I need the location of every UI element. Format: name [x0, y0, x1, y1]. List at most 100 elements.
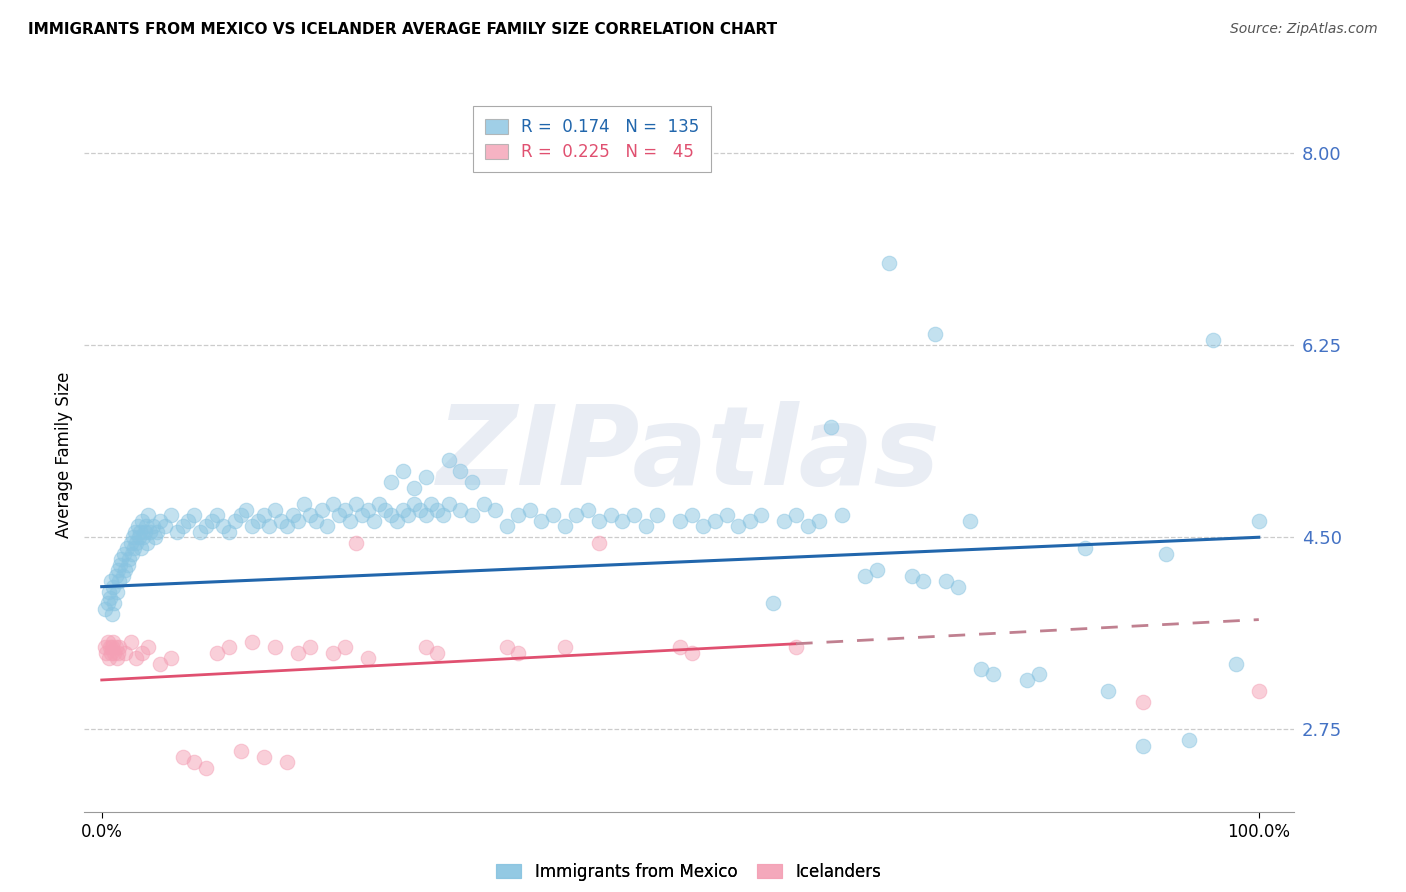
Point — [108, 640, 131, 654]
Point — [122, 541, 145, 556]
Point — [287, 646, 309, 660]
Point — [669, 640, 692, 654]
Point — [276, 519, 298, 533]
Point — [94, 640, 117, 654]
Point — [1132, 739, 1154, 753]
Point — [160, 651, 183, 665]
Point — [495, 640, 517, 654]
Point — [311, 503, 333, 517]
Point — [808, 514, 831, 528]
Point — [135, 519, 157, 533]
Point — [716, 508, 738, 523]
Point — [437, 453, 460, 467]
Point — [981, 667, 1004, 681]
Point — [148, 514, 170, 528]
Point — [612, 514, 634, 528]
Point — [292, 497, 315, 511]
Point — [1017, 673, 1039, 687]
Point — [554, 519, 576, 533]
Point — [357, 503, 380, 517]
Point — [565, 508, 588, 523]
Text: Source: ZipAtlas.com: Source: ZipAtlas.com — [1230, 22, 1378, 37]
Point — [352, 508, 374, 523]
Point — [128, 530, 150, 544]
Point — [432, 508, 454, 523]
Point — [240, 519, 263, 533]
Point — [101, 640, 124, 654]
Point — [368, 497, 391, 511]
Point — [333, 640, 356, 654]
Point — [380, 475, 402, 490]
Point — [104, 640, 127, 654]
Point — [1201, 333, 1223, 347]
Point — [420, 497, 443, 511]
Point — [132, 530, 155, 544]
Point — [785, 508, 807, 523]
Point — [415, 508, 437, 523]
Point — [98, 640, 121, 654]
Point — [111, 568, 134, 582]
Point — [820, 420, 842, 434]
Point — [143, 530, 166, 544]
Point — [114, 646, 136, 660]
Point — [125, 651, 148, 665]
Point — [110, 552, 132, 566]
Point — [738, 514, 761, 528]
Point — [924, 327, 946, 342]
Point — [218, 524, 240, 539]
Point — [796, 519, 818, 533]
Point — [148, 657, 170, 671]
Point — [461, 508, 484, 523]
Point — [935, 574, 957, 589]
Text: ZIPatlas: ZIPatlas — [437, 401, 941, 508]
Point — [96, 596, 118, 610]
Point — [98, 591, 121, 605]
Point — [599, 508, 621, 523]
Point — [669, 514, 692, 528]
Point — [103, 580, 125, 594]
Point — [97, 651, 120, 665]
Point — [588, 535, 610, 549]
Point — [946, 580, 969, 594]
Point — [101, 607, 124, 621]
Point — [139, 524, 162, 539]
Point — [105, 585, 128, 599]
Point — [1074, 541, 1097, 556]
Point — [160, 508, 183, 523]
Point — [259, 519, 281, 533]
Point — [129, 524, 152, 539]
Point — [576, 503, 599, 517]
Point — [1247, 684, 1270, 698]
Point — [94, 601, 117, 615]
Point — [877, 256, 900, 270]
Point — [224, 514, 246, 528]
Point — [120, 634, 142, 648]
Point — [235, 503, 257, 517]
Point — [385, 514, 408, 528]
Point — [104, 568, 127, 582]
Point — [110, 558, 132, 572]
Point — [142, 519, 165, 533]
Point — [333, 503, 356, 517]
Point — [253, 749, 276, 764]
Point — [461, 475, 484, 490]
Point — [363, 514, 385, 528]
Point — [970, 662, 993, 676]
Point — [495, 519, 517, 533]
Point — [866, 563, 889, 577]
Point — [645, 508, 668, 523]
Point — [103, 634, 125, 648]
Point — [1225, 657, 1247, 671]
Point — [1247, 514, 1270, 528]
Point — [1028, 667, 1050, 681]
Point — [692, 519, 714, 533]
Point — [229, 508, 252, 523]
Point — [112, 547, 135, 561]
Point — [107, 646, 129, 660]
Point — [229, 744, 252, 758]
Point — [136, 508, 159, 523]
Point — [172, 519, 194, 533]
Point — [762, 596, 785, 610]
Y-axis label: Average Family Size: Average Family Size — [55, 372, 73, 538]
Point — [188, 524, 211, 539]
